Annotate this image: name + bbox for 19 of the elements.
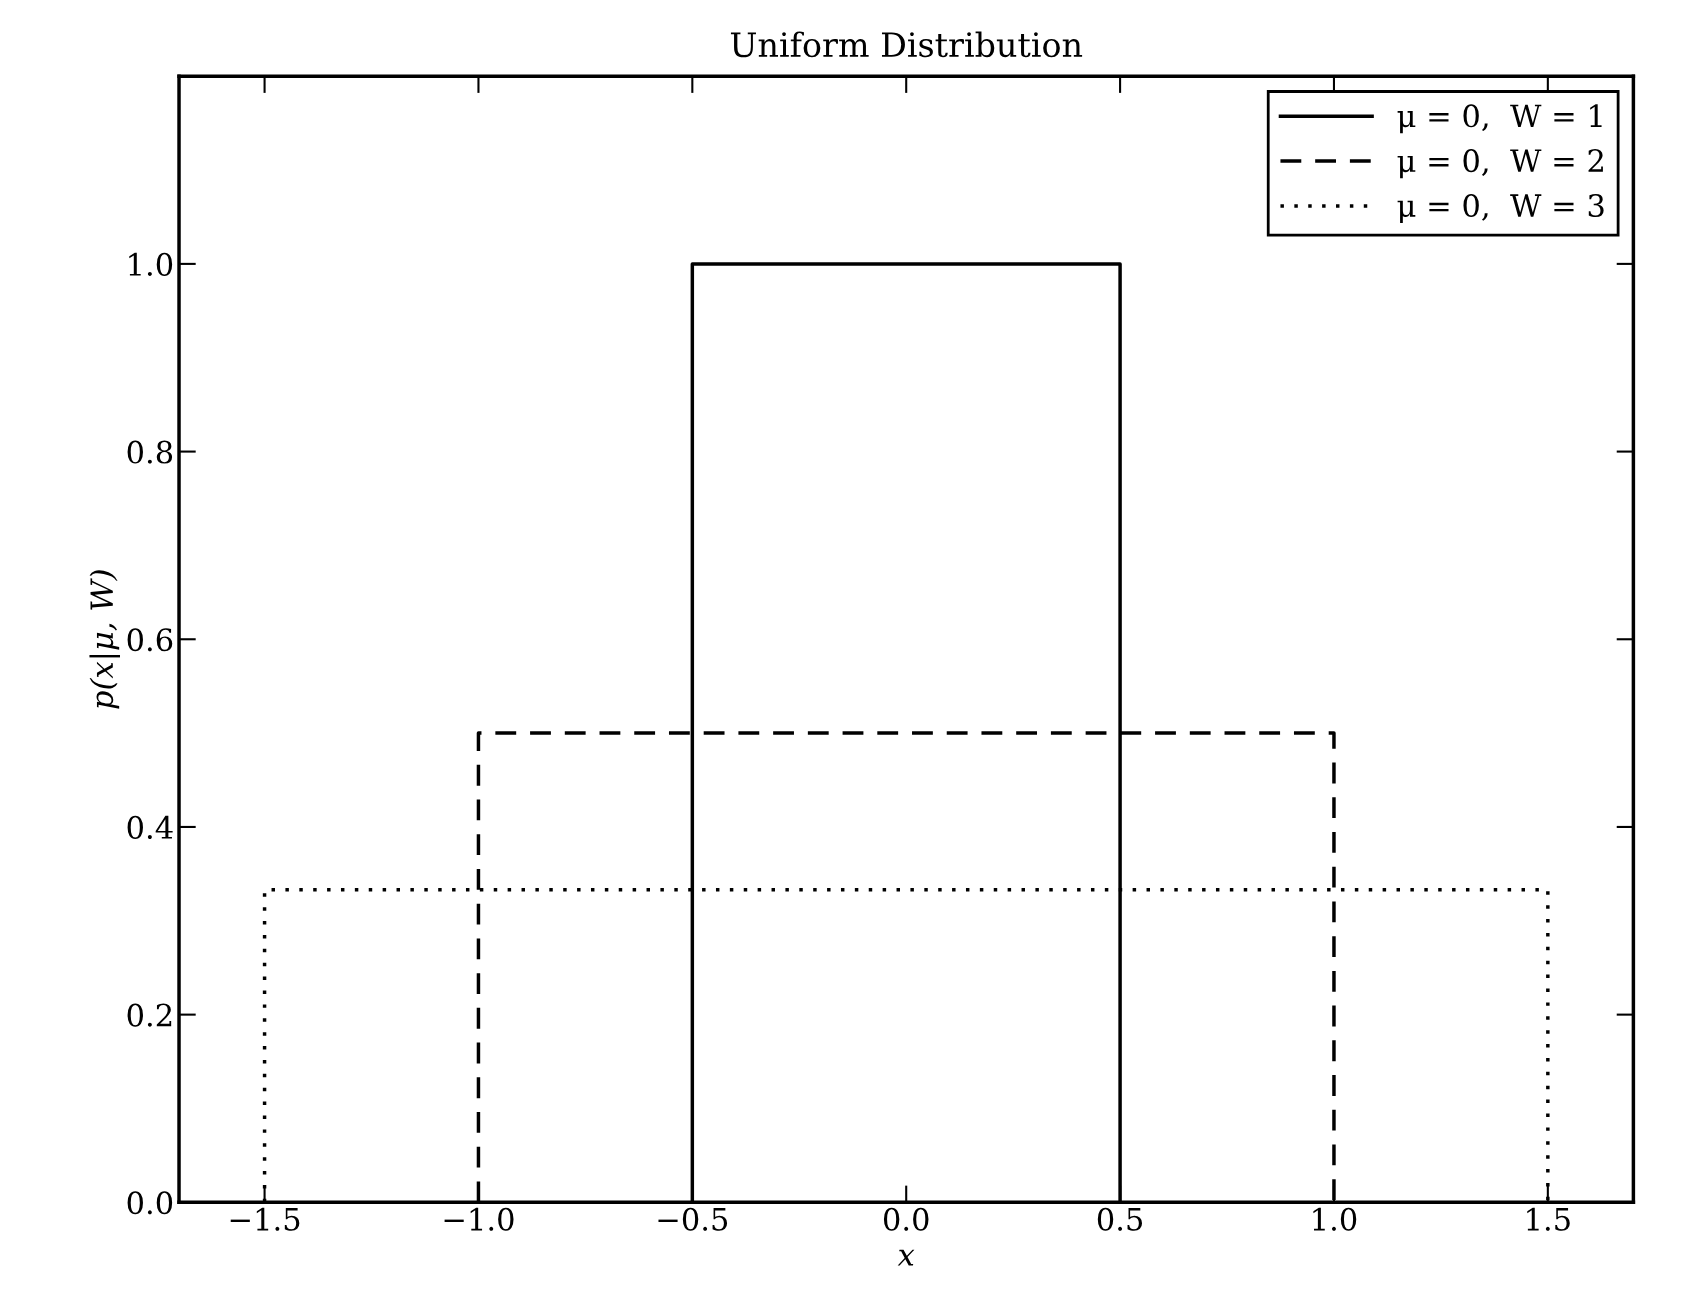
x-tick-label: −1.0: [444, 1207, 514, 1231]
x-tick-label: 0.5: [1097, 1207, 1143, 1231]
x-tick-label: 1.5: [1527, 1207, 1570, 1231]
chart-title: Uniform Distribution: [730, 31, 1083, 58]
y-tick-label: 0.8: [127, 440, 173, 464]
y-tick-label: 0.6: [127, 628, 173, 652]
y-tick-label: 0.2: [127, 1003, 172, 1027]
legend-label: μ = 0, W = 2: [1397, 149, 1603, 179]
x-axis-title: x: [897, 1249, 915, 1266]
legend-label: μ = 0, W = 1: [1397, 104, 1602, 134]
y-tick-label: 1.0: [129, 252, 173, 276]
x-tick-label: 1.0: [1313, 1207, 1357, 1231]
y-tick-label: 0.0: [127, 1191, 173, 1215]
x-tick-label: −1.5: [230, 1207, 300, 1231]
x-tick-label: −0.5: [658, 1207, 728, 1231]
x-tick-label: 0.0: [883, 1207, 929, 1231]
y-tick-label: 0.4: [127, 815, 173, 839]
y-axis-title: p(x|μ, W): [89, 570, 121, 709]
legend-label: μ = 0, W = 3: [1397, 193, 1604, 223]
